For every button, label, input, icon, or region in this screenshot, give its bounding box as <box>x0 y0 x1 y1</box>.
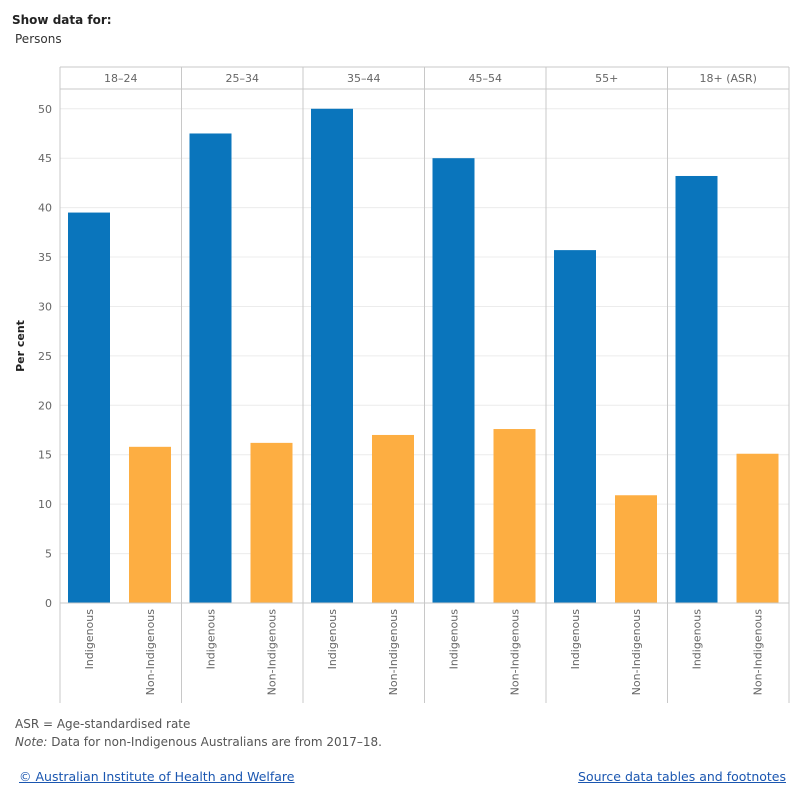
bar-non-indigenous <box>250 442 293 603</box>
y-axis-label: Per cent <box>14 320 27 372</box>
bar-non-indigenous <box>736 453 779 603</box>
y-tick-label: 35 <box>38 251 52 264</box>
bar-non-indigenous <box>129 446 171 603</box>
panel-header: 18+ (ASR) <box>700 72 757 85</box>
category-label: Non-Indigenous <box>630 609 643 696</box>
bar-non-indigenous <box>493 429 536 603</box>
data-note: Note: Data for non-Indigenous Australian… <box>15 735 382 749</box>
y-tick-label: 25 <box>38 350 52 363</box>
y-tick-label: 50 <box>38 103 52 116</box>
bar-indigenous <box>68 212 110 604</box>
category-label: Non-Indigenous <box>266 609 279 696</box>
category-label: Non-Indigenous <box>752 609 765 696</box>
note-text: Data for non-Indigenous Australians are … <box>47 735 382 749</box>
category-label: Indigenous <box>205 609 218 670</box>
y-tick-label: 20 <box>38 399 52 412</box>
asr-note: ASR = Age-standardised rate <box>15 717 191 731</box>
copyright-link[interactable]: © Australian Institute of Health and Wel… <box>19 769 295 784</box>
panel-header: 25–34 <box>226 72 260 85</box>
source-data-link[interactable]: Source data tables and footnotes <box>578 769 786 784</box>
bar-non-indigenous <box>372 434 414 603</box>
category-label: Non-Indigenous <box>509 609 522 696</box>
y-tick-label: 15 <box>38 449 52 462</box>
bar-indigenous <box>189 133 232 603</box>
filter-title: Show data for: <box>12 13 112 27</box>
category-label: Indigenous <box>448 609 461 670</box>
panel-header: 18–24 <box>104 72 138 85</box>
panel-header: 45–54 <box>469 72 503 85</box>
category-label: Non-Indigenous <box>144 609 157 696</box>
category-label: Indigenous <box>83 609 96 670</box>
bar-indigenous <box>554 250 596 603</box>
category-label: Indigenous <box>326 609 339 670</box>
category-label: Non-Indigenous <box>387 609 400 696</box>
y-tick-label: 10 <box>38 498 52 511</box>
panel-header: 35–44 <box>347 72 381 85</box>
category-label: Indigenous <box>569 609 582 670</box>
bar-chart: 0 5 10 15 20 25 30 35 40 45 50 Per cent 18–24 Indigen… <box>14 66 790 703</box>
note-prefix: Note: <box>15 735 48 749</box>
category-label: Indigenous <box>691 609 704 670</box>
y-tick-label: 30 <box>38 300 52 313</box>
bar-indigenous <box>311 108 353 604</box>
bar-indigenous <box>432 158 475 603</box>
panel-header: 55+ <box>595 72 618 85</box>
bar-non-indigenous <box>615 495 657 603</box>
y-tick-label: 40 <box>38 202 52 215</box>
filter-value[interactable]: Persons <box>15 32 62 46</box>
y-tick-label: 0 <box>45 597 52 610</box>
y-tick-label: 5 <box>45 548 52 561</box>
bar-indigenous <box>675 175 718 603</box>
y-tick-label: 45 <box>38 152 52 165</box>
